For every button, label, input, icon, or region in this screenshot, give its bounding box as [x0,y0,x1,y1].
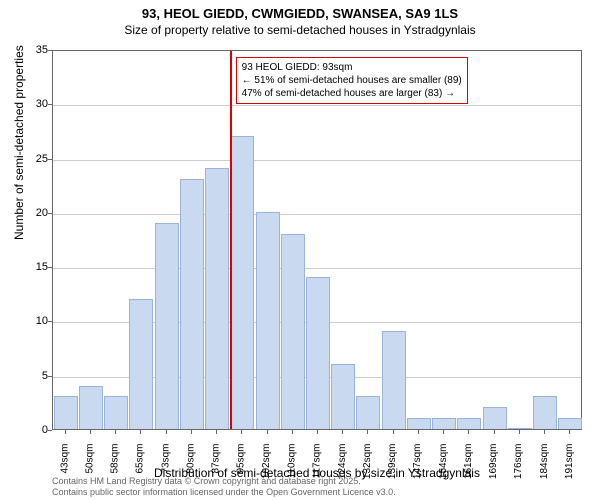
xtick-mark [569,430,570,434]
gridline [53,268,581,269]
histogram-bar [155,223,179,429]
histogram-bar [407,418,431,429]
xtick-mark [367,430,368,434]
xtick-mark [267,430,268,434]
histogram-bar [331,364,355,429]
xtick-mark [115,430,116,434]
gridline [53,160,581,161]
histogram-bar [129,299,153,429]
histogram-bar [432,418,456,429]
annotation-line-3: 47% of semi-detached houses are larger (… [242,87,462,100]
ytick-label: 15 [36,261,48,273]
xtick-mark [292,430,293,434]
ytick-label: 25 [36,153,48,165]
annotation-line-1: 93 HEOL GIEDD: 93sqm [242,61,462,74]
histogram-bar [79,386,103,429]
histogram-bar [205,168,229,429]
xtick-mark [393,430,394,434]
footer-line-1: Contains HM Land Registry data © Crown c… [52,476,396,487]
xtick-mark [468,430,469,434]
footer-text: Contains HM Land Registry data © Crown c… [52,476,396,498]
histogram-bar [533,396,557,429]
histogram-bar [180,179,204,429]
histogram-bar [281,234,305,429]
xtick-mark [90,430,91,434]
histogram-bar [508,428,532,429]
xtick-mark [519,430,520,434]
xtick-mark [443,430,444,434]
histogram-bar [104,396,128,429]
histogram-bar [230,136,254,429]
xtick-mark [241,430,242,434]
gridline [53,214,581,215]
histogram-bar [256,212,280,429]
chart-title: 93, HEOL GIEDD, CWMGIEDD, SWANSEA, SA9 1… [0,0,600,21]
ytick-label: 35 [36,44,48,56]
histogram-bar [54,396,78,429]
xtick-mark [166,430,167,434]
xtick-mark [317,430,318,434]
histogram-bar [558,418,582,429]
xtick-mark [140,430,141,434]
histogram-bar [457,418,481,429]
footer-line-2: Contains public sector information licen… [52,487,396,498]
histogram-bar [382,331,406,429]
annotation-line-2: ← 51% of semi-detached houses are smalle… [242,74,462,87]
ytick-mark [48,430,52,431]
xtick-mark [216,430,217,434]
annotation-box: 93 HEOL GIEDD: 93sqm ← 51% of semi-detac… [236,57,468,104]
y-axis-label: Number of semi-detached properties [12,45,26,240]
xtick-mark [418,430,419,434]
histogram-bar [306,277,330,429]
ytick-label: 30 [36,98,48,110]
xtick-mark [65,430,66,434]
xtick-mark [544,430,545,434]
gridline [53,105,581,106]
plot-area: 93 HEOL GIEDD: 93sqm ← 51% of semi-detac… [52,50,582,430]
xtick-mark [342,430,343,434]
ytick-label: 20 [36,207,48,219]
chart-container: 93, HEOL GIEDD, CWMGIEDD, SWANSEA, SA9 1… [0,0,600,500]
histogram-bar [356,396,380,429]
xtick-mark [494,430,495,434]
xtick-mark [191,430,192,434]
ytick-label: 10 [36,315,48,327]
reference-line [230,51,232,429]
chart-subtitle: Size of property relative to semi-detach… [0,21,600,37]
histogram-bar [483,407,507,429]
